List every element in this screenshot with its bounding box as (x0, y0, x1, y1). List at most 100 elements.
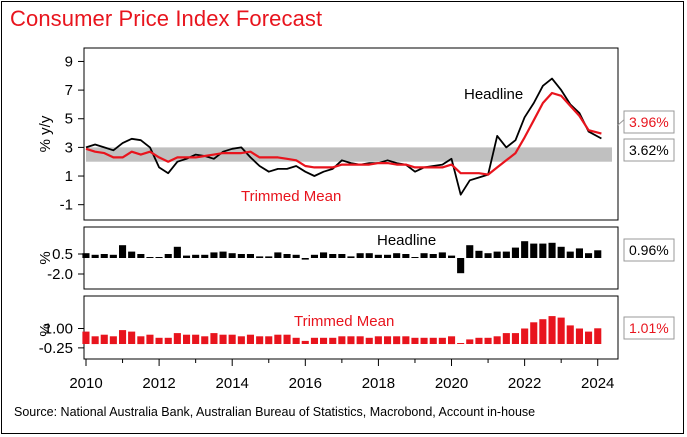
headline-bar (201, 254, 209, 258)
headline-bar-end-value: 0.96% (629, 242, 669, 258)
trimmed-mean-bar (548, 316, 556, 344)
headline-bar (310, 254, 318, 258)
trimmed-mean-bar (530, 322, 538, 344)
headline-bar (374, 254, 382, 258)
trimmed-mean-bar (246, 334, 254, 344)
trimmed-mean-bar (438, 337, 446, 344)
x-tick-label: 2016 (289, 375, 322, 392)
top-y-tick-label: 1 (65, 168, 73, 185)
middle-y-axis-title: % (37, 251, 54, 264)
headline-bar (502, 251, 510, 258)
headline-bar (521, 241, 529, 258)
headline-bar (128, 251, 136, 258)
headline-bar (448, 255, 456, 258)
headline-bar (402, 254, 410, 258)
headline-bar (173, 246, 181, 258)
headline-bar (320, 252, 328, 258)
trimmed-callout-box (623, 110, 675, 134)
trimmed-mean-bar (356, 336, 364, 345)
headline-bar (292, 254, 300, 258)
headline-bar (329, 254, 337, 258)
headline-bar (548, 242, 556, 258)
headline-bar (283, 254, 291, 258)
top-panel-frame (83, 47, 619, 221)
headline-bar (100, 254, 108, 258)
headline-bar (246, 254, 254, 258)
x-tick-label: 2024 (581, 375, 614, 392)
trimmed-mean-bar (448, 336, 456, 345)
headline-bar (183, 255, 191, 258)
trimmed-mean-bar (100, 334, 108, 344)
trimmed-mean-series-label: Trimmed Mean (241, 188, 341, 205)
top-y-tick-label: 7 (65, 82, 73, 99)
trimmed-mean-bar (384, 336, 392, 345)
headline-bar (338, 254, 346, 258)
headline-bar (411, 257, 419, 258)
headline-bar (192, 254, 200, 258)
headline-bar (557, 246, 565, 258)
headline-bar (594, 250, 602, 258)
headline-bar (347, 256, 355, 258)
trimmed-mean-bar (493, 336, 501, 345)
source-note: Source: National Australia Bank, Austral… (14, 405, 536, 419)
trimmed-bar-callout-box (623, 316, 675, 340)
trimmed-mean-bar (155, 337, 163, 344)
trimmed-mean-bar (201, 336, 209, 345)
headline-bar (237, 254, 245, 258)
trimmed-mean-bar (310, 337, 318, 344)
trimmed-mean-bar (457, 343, 465, 344)
headline-y-tick-label: -2.0 (47, 266, 73, 283)
trimmed-mean-bar (91, 336, 99, 345)
trimmed-mean-bar (183, 334, 191, 344)
trimmed-mean-bar (539, 319, 547, 344)
trimmed-mean-bar (511, 333, 519, 344)
trimmed-mean-bar (575, 328, 583, 344)
trimmed-mean-bar (365, 337, 373, 344)
headline-bar (393, 253, 401, 258)
headline-bar (511, 247, 519, 258)
headline-series-label: Headline (464, 86, 523, 103)
headline-bar (457, 258, 465, 274)
top-y-tick-label: -1 (60, 197, 73, 214)
trimmed-mean-bar (566, 325, 574, 344)
trimmed-mean-bar (82, 331, 90, 344)
target-band (86, 147, 612, 162)
headline-bar (420, 253, 428, 258)
trimmed-mean-bar (502, 333, 510, 344)
bottom-panel-frame (83, 295, 619, 360)
headline-y-tick-label: 0.5 (52, 246, 73, 263)
trimmed-mean-bar (173, 333, 181, 344)
trimmed-mean-bar (228, 334, 236, 344)
trimmed-bar-end-value: 1.01% (629, 320, 669, 336)
headline-bar (585, 253, 593, 258)
trimmed-mean-bar (283, 334, 291, 344)
headline-bar (146, 257, 154, 258)
trimmed-mean-bar (320, 337, 328, 344)
trimmed-mean-bar (164, 337, 172, 344)
trimmed-mean-bar (237, 336, 245, 345)
headline-bar (82, 253, 90, 258)
trimmed-mean-bar (256, 336, 264, 345)
x-tick-label: 2010 (69, 375, 102, 392)
headline-bar (228, 253, 236, 258)
trimmed-mean-bar (109, 336, 117, 345)
trimmed-mean-bar (292, 337, 300, 344)
trimmed-mean-bar (402, 336, 410, 345)
top-y-tick-label: 5 (65, 111, 73, 128)
headline-bar (256, 256, 264, 258)
trimmed-mean-bar (484, 337, 492, 344)
headline-bar (356, 253, 364, 258)
trimmed-mean-bar (338, 336, 346, 345)
trimmed-mean-bar (374, 336, 382, 345)
headline-bar (91, 254, 99, 258)
trimmed-mean-bar (557, 317, 565, 344)
headline-bar (210, 252, 218, 258)
headline-bar (219, 251, 227, 258)
headline-bar (301, 258, 309, 260)
trimmed-mean-bar (347, 336, 355, 345)
headline-bar (137, 254, 145, 258)
headline-bar (484, 253, 492, 258)
headline-bar (438, 252, 446, 258)
